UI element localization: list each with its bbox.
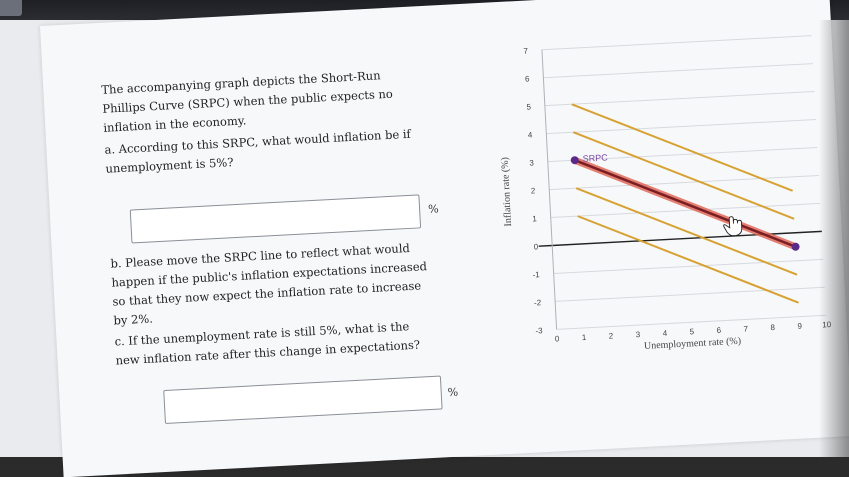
x-axis-label: Unemployment rate (%) xyxy=(644,336,742,352)
x-tick-label: 1 xyxy=(582,333,587,342)
x-tick-label: 3 xyxy=(636,330,641,339)
reference-line-2 xyxy=(575,187,798,276)
y-tick-label: 2 xyxy=(531,186,536,195)
x-axis-line-extension xyxy=(538,244,553,247)
phillips-curve-chart[interactable]: SRPC -3-2-101234567012345678910 Unemploy… xyxy=(441,15,838,374)
y-tick-label: 3 xyxy=(529,158,534,167)
y-tick-label: 7 xyxy=(523,46,528,55)
srpc-endpoint-handle[interactable] xyxy=(791,242,800,251)
screen-edge-shadow xyxy=(819,20,849,457)
hand-cursor-icon xyxy=(723,216,743,237)
y-tick-label: 5 xyxy=(526,102,531,111)
y-tick-label: 0 xyxy=(534,242,539,251)
hand-cursor-shape xyxy=(723,216,743,237)
x-tick-label: 9 xyxy=(797,322,802,331)
percent-unit-a: % xyxy=(427,202,439,216)
x-tick-label: 4 xyxy=(662,329,667,338)
srpc-label: SRPC xyxy=(582,152,608,163)
chart-grid xyxy=(538,35,827,330)
reference-line-1 xyxy=(572,131,795,220)
gridline xyxy=(556,314,827,330)
gridline xyxy=(550,202,821,219)
percent-unit-c: % xyxy=(447,385,459,400)
reference-lines xyxy=(571,103,799,304)
x-axis-line xyxy=(552,230,822,247)
srpc-line xyxy=(574,159,797,248)
y-axis-line xyxy=(541,49,558,330)
y-tick-label: 1 xyxy=(532,214,537,223)
y-tick-label: -3 xyxy=(535,326,543,335)
window-tab xyxy=(0,0,22,16)
gridline xyxy=(544,91,815,107)
x-tick-label: 6 xyxy=(716,326,721,335)
y-tick-label: 4 xyxy=(528,130,533,139)
y-tick-label: 6 xyxy=(525,74,530,83)
gridline xyxy=(549,174,819,191)
reference-line-3 xyxy=(577,215,799,304)
gridline xyxy=(541,35,812,51)
x-tick-label: 2 xyxy=(609,331,614,340)
gridline xyxy=(547,146,818,163)
answer-a-input[interactable] xyxy=(129,194,422,244)
srpc-endpoint-handle[interactable] xyxy=(570,156,579,165)
y-tick-label: -2 xyxy=(534,298,542,307)
series-layer: SRPC xyxy=(570,152,800,251)
answer-c-input[interactable] xyxy=(163,375,443,425)
y-axis-label: Inflation rate (%) xyxy=(500,157,515,227)
x-tick-label: 5 xyxy=(689,327,694,336)
x-tick-label: 0 xyxy=(555,334,560,343)
question-part-b: b. Please move the SRPC line to reflect … xyxy=(110,240,428,328)
reference-line-0 xyxy=(571,103,794,192)
gridline xyxy=(543,63,814,79)
x-tick-label: 8 xyxy=(770,323,775,332)
gridline xyxy=(553,258,824,274)
x-tick-label: 7 xyxy=(743,324,748,333)
question-panel: The accompanying graph depicts the Short… xyxy=(40,0,849,477)
gridline xyxy=(546,119,816,135)
gridline xyxy=(555,286,825,302)
y-tick-label: -1 xyxy=(532,270,540,279)
